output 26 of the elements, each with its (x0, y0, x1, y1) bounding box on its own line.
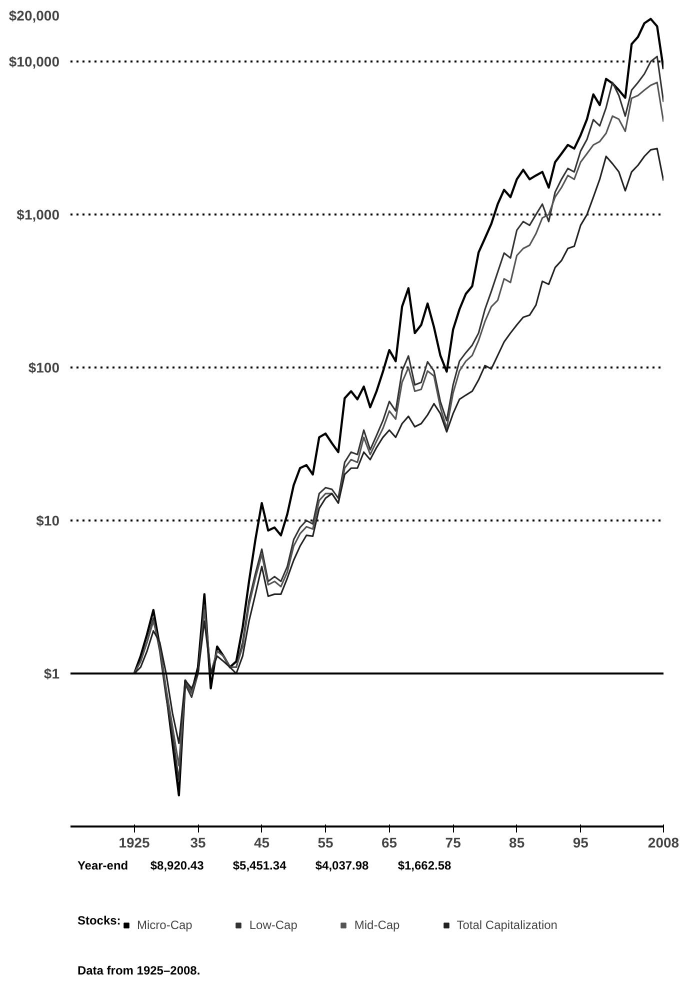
text: Data from 1925–2008. (77, 964, 200, 978)
y-tick-label: $1,000 (16, 206, 60, 223)
x-tick-label: 85 (509, 834, 525, 850)
y-tick-label: $10 (36, 512, 60, 529)
legend-label: Mid-Cap (354, 918, 400, 932)
legend-label: Total Capitalization (456, 918, 558, 932)
legend-label: Micro-Cap (137, 918, 192, 932)
legend-title: Stocks: (77, 914, 121, 928)
text: $5,451.34 (232, 858, 287, 872)
x-tick-label: 75 (445, 834, 462, 850)
text: $4,037.98 (315, 858, 370, 872)
y-tick-label: $100 (28, 360, 60, 376)
text: Year-end (77, 858, 128, 872)
x-tick-label: 45 (254, 834, 270, 850)
x-tick-label: 35 (190, 834, 206, 850)
y-tick-label: $20,000 (8, 8, 60, 24)
x-tick-label: 2008 (648, 834, 680, 850)
legend-label: Low-Cap (249, 918, 298, 932)
x-tick-label: 65 (382, 834, 398, 850)
text: $1,662.58 (398, 858, 452, 872)
x-tick-label: 1925 (118, 834, 150, 850)
x-tick-label: 55 (318, 834, 334, 850)
y-tick-label: $10,000 (8, 54, 60, 70)
text: $8,920.43 (150, 858, 204, 872)
x-tick-label: 95 (572, 834, 589, 850)
y-tick-label: $1 (44, 666, 60, 682)
